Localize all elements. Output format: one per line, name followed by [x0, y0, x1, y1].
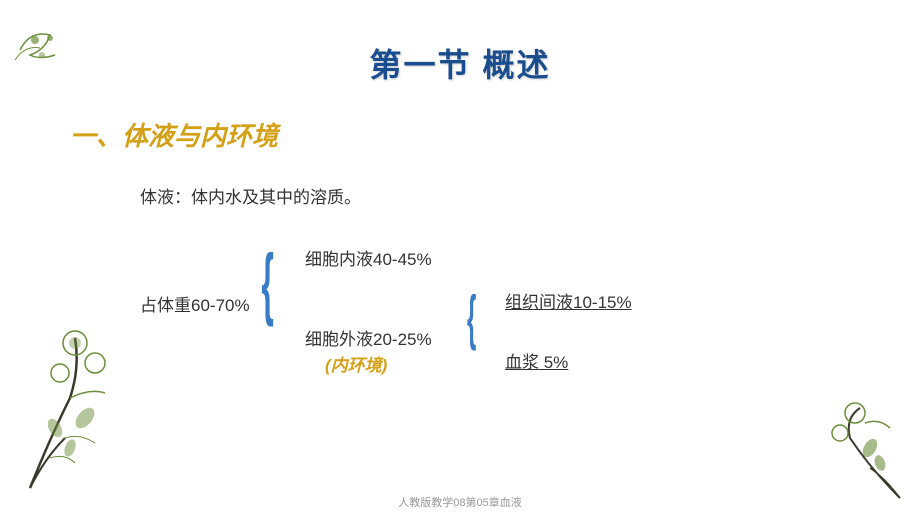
- brace-large: {: [252, 243, 283, 323]
- footer-text: 人教版教学08第05章血液: [398, 494, 521, 510]
- content-area: 体液：体内水及其中的溶质。 占体重60-70% { 细胞内液40-45% 细胞外…: [140, 183, 880, 393]
- interstitial-fluid-label: 组织间液10-15%: [505, 288, 632, 313]
- brace-small: {: [460, 288, 483, 348]
- slide-title: 第一节 概述: [40, 40, 880, 86]
- extracellular-fluid-label: 细胞外液20-25%: [305, 325, 432, 350]
- plasma-label: 血浆 5%: [505, 348, 568, 373]
- section-heading: 一、体液与内环境: [70, 116, 880, 153]
- slide-container: 第一节 概述 一、体液与内环境 体液：体内水及其中的溶质。 占体重60-70% …: [0, 0, 920, 518]
- inner-environment-label: (内环境): [325, 351, 395, 376]
- intracellular-fluid-label: 细胞内液40-45%: [305, 245, 432, 270]
- definition-text: 体液：体内水及其中的溶质。: [140, 183, 880, 208]
- floral-decoration-top-left: [10, 10, 90, 90]
- hierarchy-diagram: 占体重60-70% { 细胞内液40-45% 细胞外液20-25% (内环境) …: [140, 233, 880, 393]
- weight-percentage-label: 占体重60-70%: [140, 291, 250, 316]
